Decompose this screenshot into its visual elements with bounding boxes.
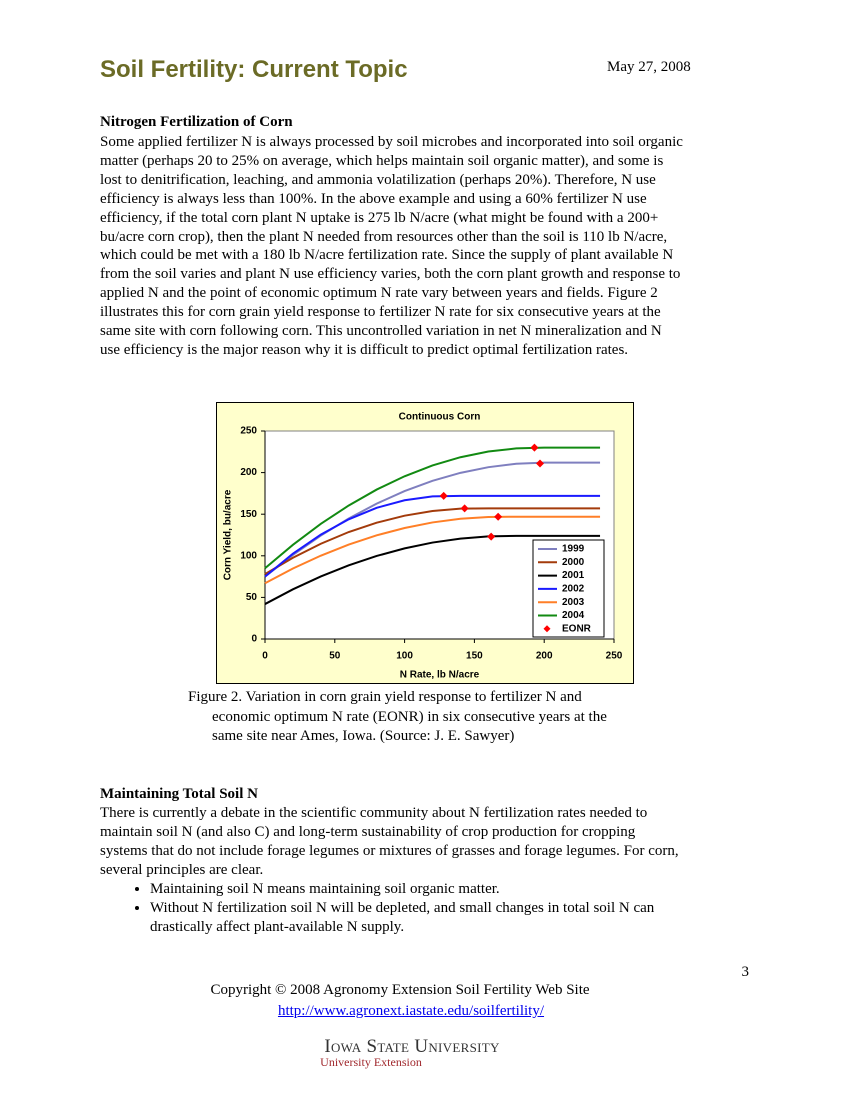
para: efficiency, if the total corn plant N up… bbox=[100, 209, 659, 226]
para: use efficiency is the major reason why i… bbox=[100, 341, 629, 358]
para: maintain soil N (and also C) and long-te… bbox=[100, 823, 636, 840]
y-tick-label: 0 bbox=[251, 634, 257, 645]
para: same site with corn following corn. This… bbox=[100, 323, 662, 339]
eonr-point bbox=[530, 443, 539, 452]
legend-label: 2000 bbox=[562, 557, 585, 568]
bullet-line: Without N fertilization soil N will be d… bbox=[150, 900, 655, 916]
legend-label: 2004 bbox=[562, 610, 585, 621]
series-line bbox=[264, 534, 601, 605]
legend-label: 2003 bbox=[562, 597, 585, 608]
x-tick-label: 0 bbox=[262, 651, 268, 662]
eonr-point bbox=[487, 532, 496, 541]
y-tick-label: 150 bbox=[240, 509, 257, 520]
eonr-point bbox=[439, 491, 448, 500]
link[interactable]: http://www.agronext.iastate.edu/soilfert… bbox=[277, 1003, 545, 1019]
para: There is currently a debate in the scien… bbox=[100, 805, 648, 821]
eonr-point bbox=[494, 512, 503, 521]
para: matter (perhaps 20 to 25% on average, wh… bbox=[100, 152, 664, 169]
y-tick-label: 200 bbox=[240, 467, 257, 478]
bullet: Maintaining soil N means maintaining soi… bbox=[150, 880, 500, 899]
x-tick-label: 250 bbox=[606, 651, 623, 662]
para: bu/acre corn crop), then the plant N nee… bbox=[100, 228, 668, 245]
bullet-line: Maintaining soil N means maintaining soi… bbox=[150, 881, 500, 897]
x-tick-label: 100 bbox=[396, 651, 413, 662]
page-number: 3 bbox=[741, 964, 750, 980]
x-tick-label: 150 bbox=[466, 651, 483, 662]
series-line bbox=[264, 446, 601, 570]
para: illustrates this for corn grain yield re… bbox=[100, 304, 661, 321]
caption: same site near Ames, Iowa. (Source: J. E… bbox=[212, 728, 515, 744]
para: from the soil varies and plant N use eff… bbox=[100, 266, 681, 283]
para: which could be met with a 180 lb N/acre … bbox=[100, 247, 674, 264]
bullet: Without N fertilization soil N will be d… bbox=[150, 899, 654, 937]
para: several principles are clear. bbox=[100, 861, 264, 878]
series-line bbox=[264, 494, 601, 578]
y-tick-label: 250 bbox=[240, 426, 257, 437]
b: Nitrogen Fertilization of Corn bbox=[100, 114, 293, 130]
eonr-point bbox=[536, 459, 545, 468]
caption: economic optimum N rate (EONR) in six co… bbox=[212, 708, 607, 725]
x-tick-label: 200 bbox=[536, 651, 553, 662]
y-tick-label: 50 bbox=[246, 592, 258, 603]
x-axis-label: N Rate, lb N/acre bbox=[400, 670, 480, 681]
x-tick-label: 50 bbox=[329, 651, 341, 662]
legend-swatch bbox=[543, 625, 551, 633]
y-tick-label: 100 bbox=[240, 550, 257, 561]
copyright: Copyright © 2008 Agronomy Extension Soil… bbox=[210, 982, 590, 998]
y-axis-label: Corn Yield, bu/acre bbox=[223, 489, 234, 580]
caption: Figure 2. Variation in corn grain yield … bbox=[188, 689, 582, 705]
legend-label: 2001 bbox=[562, 570, 585, 581]
date: May 27, 2008 bbox=[607, 59, 691, 75]
series-line bbox=[264, 515, 601, 585]
logosub: University Extension bbox=[320, 1055, 422, 1069]
para: efficiency is always less than 100%. In … bbox=[100, 190, 647, 207]
b: Maintaining Total Soil N bbox=[100, 786, 258, 802]
bullet-line: drastically affect plant-available N sup… bbox=[150, 919, 405, 935]
para: lost to denitrification, leaching, and a… bbox=[100, 171, 656, 188]
para: applied N and the point of economic opti… bbox=[100, 285, 658, 302]
chart-title: Continuous Corn bbox=[399, 412, 481, 423]
series-line bbox=[264, 507, 601, 575]
legend-label: EONR bbox=[562, 623, 592, 634]
logo: Iowa State University bbox=[324, 1036, 500, 1057]
para: Some applied fertilizer N is always proc… bbox=[100, 134, 683, 150]
legend-label: 1999 bbox=[562, 544, 585, 555]
eonr-point bbox=[460, 504, 469, 513]
doc-title: Soil Fertility: Current Topic bbox=[100, 56, 408, 83]
para: systems that do not include forage legum… bbox=[100, 842, 679, 859]
chart: Continuous Corn 0 50 100 150 200 250 0 50 100 150 2… bbox=[216, 402, 634, 684]
legend-label: 2002 bbox=[562, 584, 585, 595]
